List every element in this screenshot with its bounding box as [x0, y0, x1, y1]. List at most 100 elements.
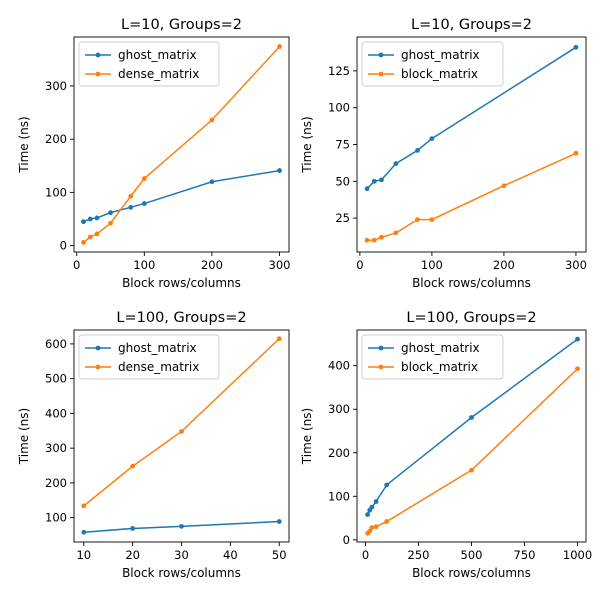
data-point-ghost_matrix: [364, 186, 370, 192]
data-point-ghost_matrix: [369, 504, 375, 510]
y-tick-label: 0: [343, 533, 350, 547]
y-tick-label: 100: [328, 101, 350, 115]
x-tick-label: 200: [493, 258, 515, 272]
data-point-dense_matrix: [277, 44, 282, 49]
data-point-block_matrix: [501, 183, 507, 189]
data-point-ghost_matrix: [469, 415, 474, 420]
legend-box: [78, 41, 220, 87]
chart-title: L=10, Groups=2: [411, 17, 532, 33]
data-point-block_matrix: [373, 524, 379, 530]
data-point-ghost_matrix: [128, 204, 134, 210]
data-point-block_matrix: [367, 528, 373, 534]
legend-label: block_matrix: [401, 360, 478, 374]
data-point-dense_matrix: [128, 193, 134, 199]
x-tick-label: 40: [223, 548, 238, 562]
chart-panel-4: L=100, Groups=2 0 250 500 750 1000 0 100 200 300 4…: [300, 310, 592, 580]
data-point-ghost_matrix: [384, 482, 390, 488]
x-tick-label: 200: [201, 258, 223, 272]
data-point-block_matrix: [393, 230, 399, 236]
legend-marker-dense_matrix: [95, 364, 101, 370]
data-point-block_matrix: [384, 519, 390, 524]
x-tick-label: 100: [133, 258, 155, 272]
data-point-dense_matrix: [141, 176, 147, 181]
x-tick-label: 300: [269, 258, 291, 272]
y-tick-label: 0: [60, 239, 67, 253]
chart-panel-2: L=10, Groups=2 0 100 200 300 25 50 75 100 125 Bloc…: [300, 17, 587, 290]
legend-marker-block_matrix: [378, 364, 384, 370]
data-point-ghost_matrix: [573, 44, 579, 50]
y-tick-label: 300: [45, 441, 67, 455]
y-tick-label: 100: [45, 511, 67, 525]
data-point-dense_matrix: [81, 240, 86, 245]
data-point-block_matrix: [369, 525, 375, 531]
data-point-dense_matrix: [87, 234, 93, 240]
legend-box: [78, 334, 220, 380]
x-tick-label: 50: [272, 548, 287, 562]
data-point-block_matrix: [429, 217, 435, 223]
legend: ghost_matrix dense_matrix: [78, 334, 220, 380]
chart-panel-1: L=10, Groups=2 0 100 200 300 0 100 200 300 Block …: [17, 17, 291, 290]
axes-frame: [73, 36, 290, 253]
series-line-dense_matrix: [83, 338, 280, 507]
data-point-ghost_matrix: [141, 201, 147, 206]
x-axis-label: Block rows/columns: [122, 566, 241, 580]
data-point-ghost_matrix: [276, 519, 282, 524]
x-axis-label: Block rows/columns: [122, 276, 241, 290]
data-point-ghost_matrix: [365, 512, 371, 517]
data-point-ghost_matrix: [379, 177, 384, 183]
x-tick-label: 500: [461, 548, 483, 562]
y-tick-label: 400: [328, 359, 350, 373]
data-point-block_matrix: [364, 237, 370, 243]
data-point-dense_matrix: [130, 463, 136, 469]
legend-marker-dense_matrix: [95, 71, 101, 77]
data-point-block_matrix: [575, 366, 580, 372]
y-tick-label: 75: [335, 138, 350, 152]
data-point-ghost_matrix: [108, 210, 113, 216]
y-tick-label: 100: [45, 185, 67, 199]
data-point-dense_matrix: [179, 429, 184, 434]
data-point-ghost_matrix: [429, 136, 435, 142]
legend-label: ghost_matrix: [118, 341, 197, 355]
legend: ghost_matrix dense_matrix: [78, 41, 220, 87]
y-tick-label: 300: [328, 402, 350, 416]
data-point-ghost_matrix: [209, 179, 215, 185]
data-point-ghost_matrix: [130, 526, 136, 531]
data-point-dense_matrix: [94, 231, 100, 237]
y-tick-label: 400: [45, 406, 67, 420]
data-point-ghost_matrix: [373, 499, 379, 504]
series-line-ghost_matrix: [83, 520, 280, 534]
legend-marker-ghost_matrix: [95, 345, 101, 351]
x-tick-label: 750: [514, 548, 536, 562]
data-point-dense_matrix: [209, 117, 215, 123]
data-point-ghost_matrix: [415, 147, 420, 153]
x-axis-label: Block rows/columns: [412, 566, 531, 580]
legend-box: [361, 41, 504, 87]
y-tick-label: 50: [335, 174, 350, 188]
data-point-block_matrix: [371, 237, 377, 243]
chart-title: L=10, Groups=2: [121, 17, 242, 33]
data-point-ghost_matrix: [81, 219, 86, 225]
chart-title: L=100, Groups=2: [116, 310, 246, 326]
y-axis-label: Time (ns): [17, 116, 31, 173]
data-point-dense_matrix: [276, 336, 282, 342]
legend-label: block_matrix: [401, 67, 478, 81]
data-point-ghost_matrix: [575, 336, 580, 342]
legend-marker-ghost_matrix: [378, 52, 384, 58]
y-tick-label: 200: [45, 476, 67, 490]
x-tick-label: 0: [362, 548, 369, 562]
legend-label: ghost_matrix: [401, 341, 480, 355]
x-tick-label: 300: [565, 258, 587, 272]
data-point-block_matrix: [573, 150, 579, 156]
data-point-block_matrix: [415, 217, 420, 223]
legend-box: [361, 334, 504, 380]
y-tick-label: 125: [328, 64, 350, 78]
legend-marker-block_matrix: [378, 71, 384, 77]
data-point-dense_matrix: [81, 503, 87, 509]
x-tick-label: 250: [408, 548, 430, 562]
data-point-ghost_matrix: [179, 523, 184, 529]
data-point-dense_matrix: [108, 220, 113, 226]
y-tick-label: 25: [335, 211, 350, 225]
legend: ghost_matrix block_matrix: [361, 334, 504, 380]
